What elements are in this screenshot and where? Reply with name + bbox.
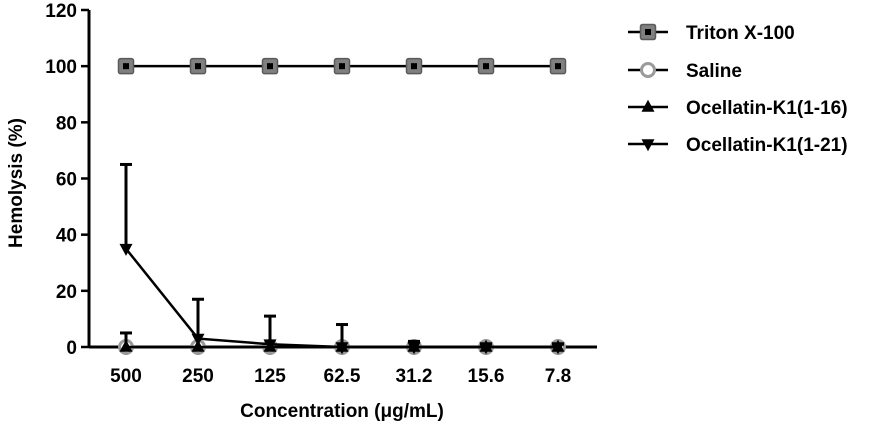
marker-triangle-down <box>551 342 565 355</box>
y-ticks: 0 20 40 60 80 100 120 <box>45 1 89 359</box>
marker-square-core <box>267 63 273 70</box>
marker-triangle-down <box>479 342 493 355</box>
y-tick-label: 120 <box>45 1 77 22</box>
marker-triangle-down <box>191 333 205 346</box>
series-square <box>117 57 567 75</box>
marker-square-core <box>195 63 201 70</box>
series-triangle-down <box>119 162 565 355</box>
x-tick-label: 125 <box>254 366 286 387</box>
y-tick-label: 80 <box>56 113 77 134</box>
marker-square-core <box>411 63 417 70</box>
legend-item: Saline <box>628 61 742 82</box>
y-axis-title: Hemolysis (%) <box>6 118 27 248</box>
marker-triangle-down <box>407 342 421 355</box>
x-tick-label: 250 <box>182 366 214 387</box>
y-tick-label: 100 <box>45 57 77 78</box>
x-tick-label: 31.2 <box>396 366 433 387</box>
marker-triangle-up <box>641 99 655 112</box>
legend-item: Triton X-100 <box>628 23 795 44</box>
x-axis-title: Concentration (μg/mL) <box>240 401 444 422</box>
y-tick-label: 20 <box>56 282 77 303</box>
x-tick-label: 500 <box>110 366 142 387</box>
marker-triangle-up <box>119 339 133 352</box>
marker-square-core <box>123 63 129 70</box>
legend-label: Ocellatin-K1(1-21) <box>686 135 848 156</box>
x-tick-label: 7.8 <box>545 366 571 387</box>
marker-triangle-down <box>641 139 655 152</box>
legend-label: Saline <box>686 61 742 82</box>
marker-triangle-down <box>335 342 349 355</box>
y-tick-label: 40 <box>56 226 77 247</box>
marker-triangle-down <box>119 243 133 256</box>
legend-label: Triton X-100 <box>686 23 795 44</box>
marker-circle <box>640 62 656 78</box>
x-tick-label: 15.6 <box>468 366 505 387</box>
marker-square-core <box>339 63 345 70</box>
y-tick-label: 0 <box>66 338 77 359</box>
marker-square-core <box>555 63 561 70</box>
legend: Triton X-100 Saline Ocellatin-K1(1-16) Ocel… <box>628 23 848 156</box>
marker-triangle-up <box>191 339 205 352</box>
marker-square-core <box>645 29 651 35</box>
x-tick-label: 62.5 <box>324 366 361 387</box>
marker-square-core <box>483 63 489 70</box>
plot-area <box>117 57 567 355</box>
legend-label: Ocellatin-K1(1-16) <box>686 98 848 119</box>
legend-item: Ocellatin-K1(1-16) <box>628 98 848 119</box>
y-tick-label: 60 <box>56 170 77 191</box>
legend-item: Ocellatin-K1(1-21) <box>628 135 848 156</box>
marker-triangle-down <box>263 339 277 352</box>
